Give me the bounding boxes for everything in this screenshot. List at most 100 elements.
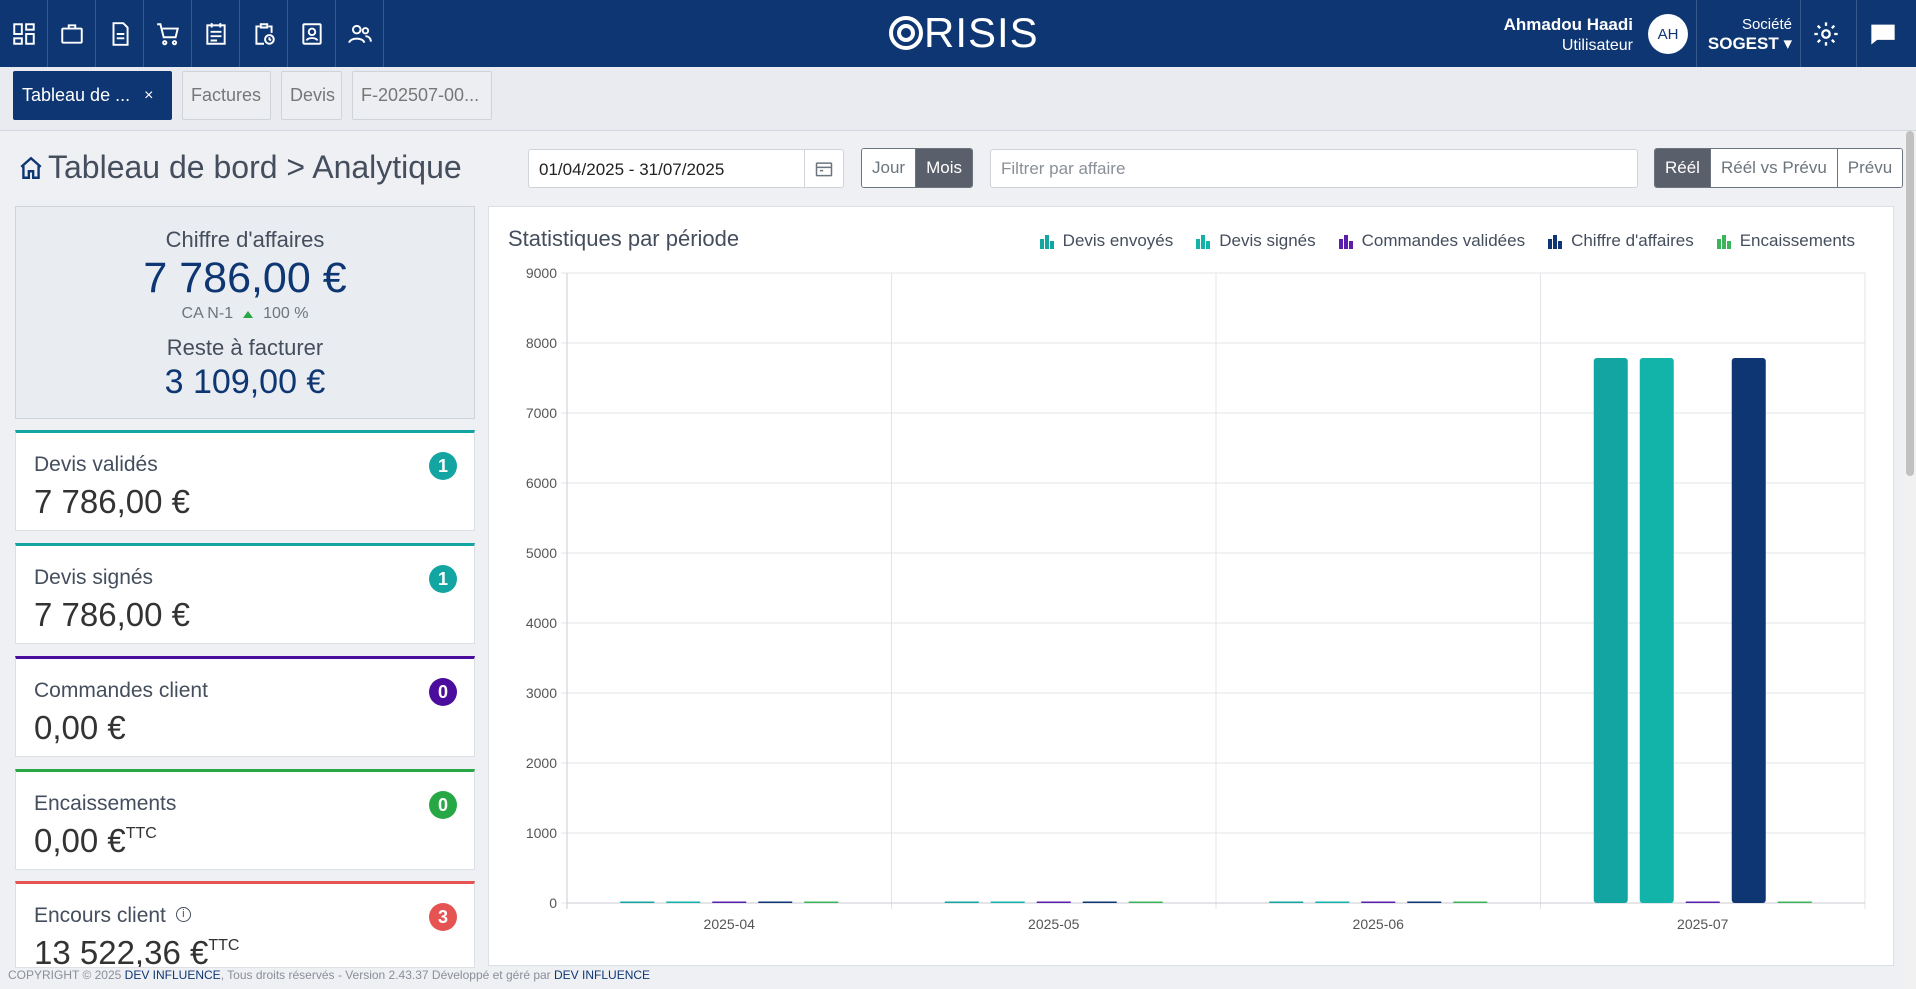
- bar[interactable]: [944, 901, 979, 904]
- legend-item[interactable]: Encaissements: [1716, 231, 1855, 251]
- divider: [1856, 0, 1857, 67]
- tab-devis[interactable]: Devis: [281, 71, 342, 120]
- cart-icon[interactable]: [144, 0, 192, 67]
- contact-card-icon[interactable]: [288, 0, 336, 67]
- period-mois-button[interactable]: Mois: [915, 149, 972, 187]
- company-selector[interactable]: Société SOGEST ▾: [1708, 16, 1792, 54]
- users-icon[interactable]: [336, 0, 384, 67]
- bar[interactable]: [1361, 901, 1396, 904]
- count-badge: 1: [429, 452, 457, 480]
- briefcase-icon[interactable]: [48, 0, 96, 67]
- mode-reel-vs-prevu-button[interactable]: Réél vs Prévu: [1709, 149, 1837, 187]
- kpi-card-encours-client[interactable]: Encours client i 13 522,36 €TTC 3: [15, 881, 475, 968]
- bar[interactable]: [1593, 357, 1628, 903]
- mode-toggle: Réél Réél vs Prévu Prévu: [1654, 148, 1904, 188]
- dashboard-icon[interactable]: [0, 0, 48, 67]
- settings-gear-icon[interactable]: [1801, 0, 1851, 67]
- legend-label: Encaissements: [1739, 231, 1855, 250]
- tab-factures[interactable]: Factures: [182, 71, 271, 120]
- kpi-value: 0,00 €TTC: [34, 822, 157, 860]
- info-icon[interactable]: i: [175, 906, 191, 922]
- kpi-card-encaissements[interactable]: Encaissements 0,00 €TTC 0: [15, 769, 475, 870]
- bar[interactable]: [1036, 901, 1071, 904]
- count-badge: 0: [429, 791, 457, 819]
- mode-prevu-button[interactable]: Prévu: [1836, 149, 1903, 187]
- bar[interactable]: [712, 901, 747, 904]
- divider: [1800, 0, 1801, 67]
- ca-n1-label: CA N-1: [181, 305, 234, 322]
- clipboard-clock-icon[interactable]: [240, 0, 288, 67]
- footer: COPYRIGHT © 2025 DEV INFLUENCE, Tous dro…: [8, 968, 650, 982]
- bar[interactable]: [1685, 901, 1720, 904]
- bar[interactable]: [666, 901, 701, 904]
- footer-company-link-2[interactable]: DEV INFLUENCE: [554, 968, 651, 982]
- legend-item[interactable]: Chiffre d'affaires: [1547, 231, 1694, 251]
- document-icon[interactable]: [96, 0, 144, 67]
- kpi-amount: 13 522,36 €: [34, 934, 209, 968]
- user-info[interactable]: Ahmadou Haadi Utilisateur: [1504, 15, 1633, 55]
- bar[interactable]: [1315, 901, 1350, 904]
- company-name[interactable]: SOGEST ▾: [1707, 34, 1792, 53]
- home-icon[interactable]: [18, 155, 44, 181]
- calendar-list-icon[interactable]: [192, 0, 240, 67]
- bar-chart-icon: [1338, 235, 1353, 249]
- y-tick-label: 1000: [526, 825, 557, 841]
- stats-chart-panel: Statistiques par période Devis envoyés De…: [488, 206, 1894, 966]
- bar[interactable]: [1082, 901, 1117, 904]
- kpi-title: Devis signés: [34, 566, 154, 589]
- bar[interactable]: [1407, 901, 1442, 904]
- bar[interactable]: [1128, 901, 1163, 904]
- tab-tableau-de-bord[interactable]: Tableau de ... ×: [13, 71, 172, 120]
- close-icon[interactable]: ×: [144, 86, 154, 104]
- kpi-card-devis-valides[interactable]: Devis validés 7 786,00 € 1: [15, 430, 475, 531]
- bar[interactable]: [1731, 357, 1766, 903]
- bar[interactable]: [620, 901, 655, 904]
- ca-title: Chiffre d'affaires: [165, 227, 325, 252]
- chat-icon[interactable]: [1858, 0, 1908, 67]
- avatar[interactable]: AH: [1648, 14, 1688, 54]
- calendar-icon[interactable]: [804, 150, 843, 187]
- user-role: Utilisateur: [1561, 37, 1633, 54]
- user-name: Ahmadou Haadi: [1503, 15, 1633, 34]
- bar[interactable]: [1453, 901, 1488, 904]
- tab-label: F-202507-00...: [361, 85, 480, 105]
- x-tick-label: 2025-05: [1028, 916, 1080, 932]
- date-range-picker[interactable]: 01/04/2025 - 31/07/2025: [528, 149, 844, 188]
- legend-label: Chiffre d'affaires: [1571, 231, 1694, 250]
- arrow-up-icon: [243, 310, 254, 318]
- mode-reel-button[interactable]: Réél: [1655, 149, 1710, 187]
- bar-chart-icon: [1039, 235, 1054, 249]
- bar-chart-icon: [1548, 235, 1563, 249]
- tab-label: Devis: [290, 85, 336, 105]
- legend-item[interactable]: Devis envoyés: [1039, 231, 1173, 251]
- footer-copyright: COPYRIGHT © 2025: [8, 968, 122, 982]
- x-tick-label: 2025-06: [1353, 916, 1405, 932]
- footer-company-link[interactable]: DEV INFLUENCE: [124, 968, 221, 982]
- page-title: Tableau de bord > Analytique: [18, 149, 462, 186]
- y-tick-label: 0: [549, 895, 557, 911]
- legend-item[interactable]: Commandes validées: [1338, 231, 1525, 251]
- ca-value: 7 786,00 €: [143, 254, 347, 302]
- bar[interactable]: [1639, 357, 1674, 903]
- legend-item[interactable]: Devis signés: [1195, 231, 1316, 251]
- bar[interactable]: [1777, 901, 1812, 904]
- legend-label: Commandes validées: [1361, 231, 1526, 250]
- bar-chart-icon: [1716, 235, 1731, 249]
- kpi-value: 7 786,00 €: [34, 596, 190, 633]
- chart-title: Statistiques par période: [508, 226, 740, 251]
- scrollbar-thumb[interactable]: [1906, 131, 1914, 476]
- tab-facture-f-202507[interactable]: F-202507-00...: [352, 71, 492, 120]
- affaire-filter-input[interactable]: [990, 149, 1638, 188]
- kpi-card-devis-signes[interactable]: Devis signés 7 786,00 € 1: [15, 543, 475, 644]
- chart-legend: Devis envoyés Devis signés Commandes valid…: [1039, 231, 1855, 251]
- bar[interactable]: [990, 901, 1025, 904]
- module-nav: [0, 0, 384, 67]
- bar[interactable]: [804, 901, 839, 904]
- page-scrollbar[interactable]: [1904, 131, 1916, 989]
- bar[interactable]: [1269, 901, 1304, 904]
- rest-value: 3 109,00 €: [164, 363, 326, 401]
- period-jour-button[interactable]: Jour: [862, 149, 916, 187]
- y-tick-label: 5000: [526, 545, 557, 561]
- bar[interactable]: [758, 901, 793, 904]
- kpi-card-commandes-client[interactable]: Commandes client 0,00 € 0: [15, 656, 475, 757]
